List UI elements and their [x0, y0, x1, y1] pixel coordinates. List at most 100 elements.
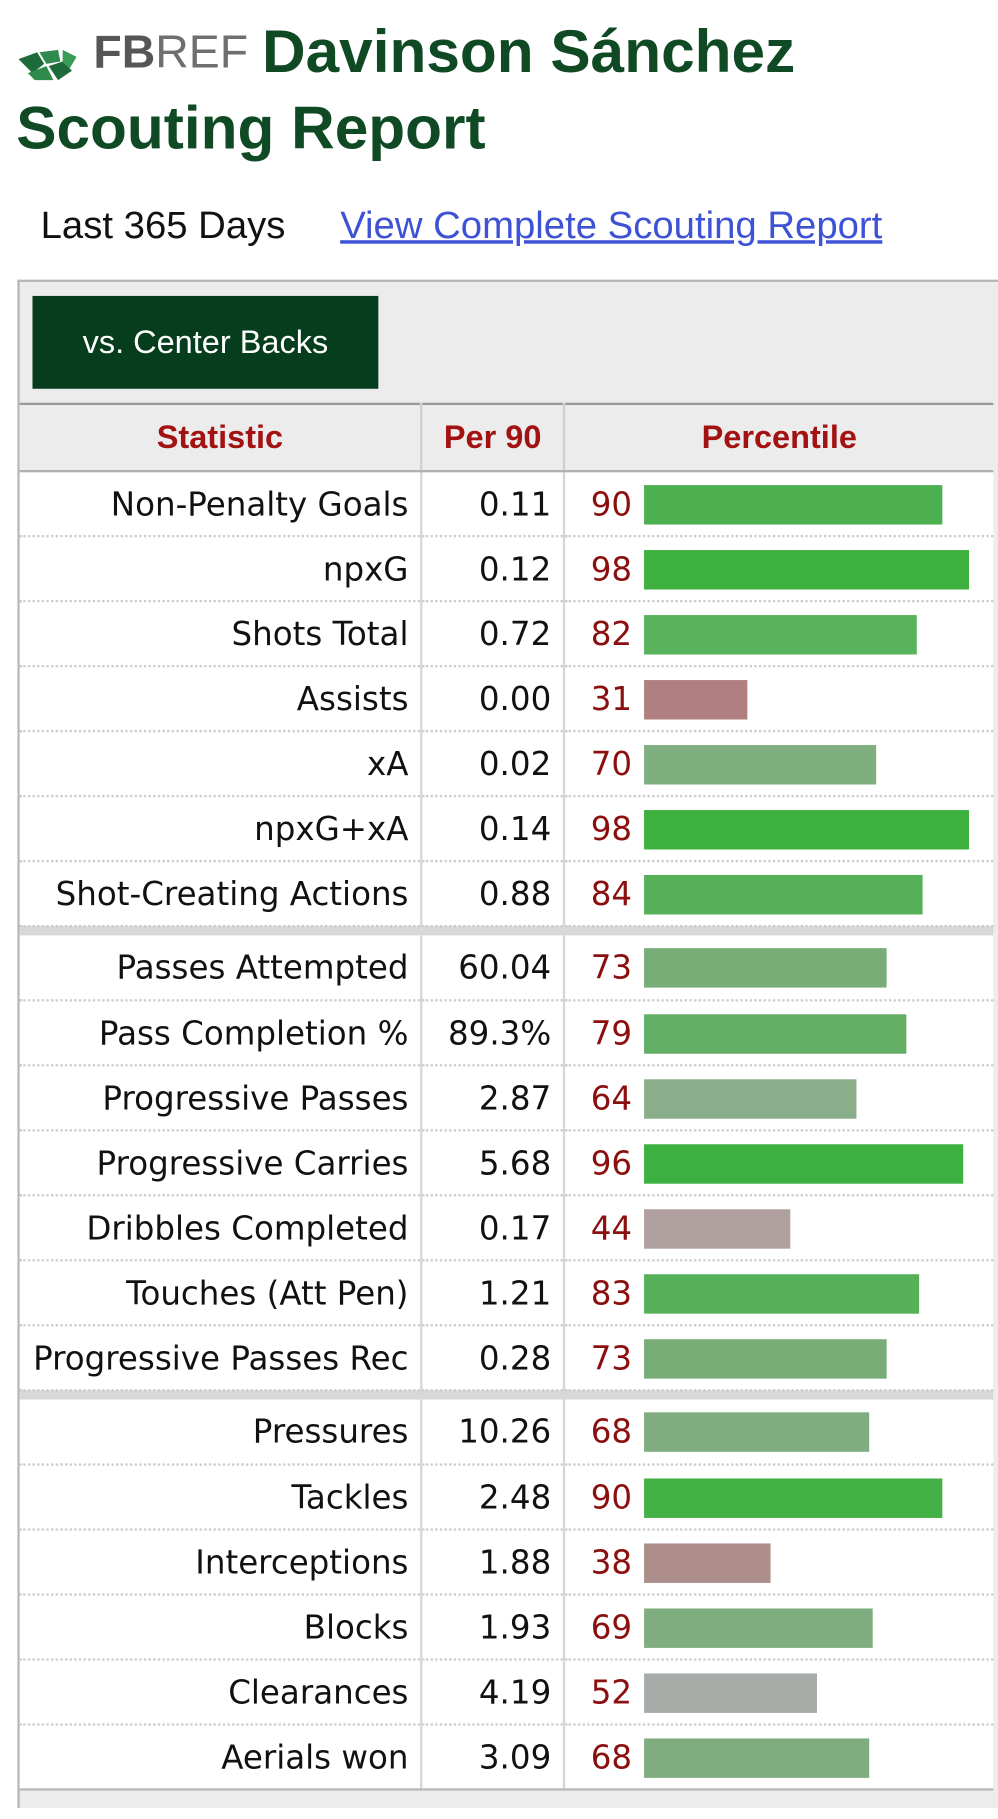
percentile-value: 31 [590, 680, 633, 719]
percentile-bar [644, 948, 887, 988]
report-subheader: Last 365 Days View Complete Scouting Rep… [41, 202, 883, 248]
table-row: Assists 0.00 31 [19, 666, 994, 733]
percentile-bar [644, 1608, 873, 1648]
table-row: Shots Total 0.72 82 [19, 601, 994, 668]
stat-name: Dribbles Completed [19, 1195, 423, 1262]
stat-name: npxG+xA [19, 796, 423, 863]
stat-name: Progressive Passes [19, 1065, 423, 1132]
percentile-value: 44 [590, 1209, 633, 1248]
percentile-value: 79 [590, 1014, 633, 1053]
percentile-value: 98 [590, 810, 633, 849]
per90-value: 0.28 [421, 1325, 566, 1392]
percentile-bar [644, 1478, 943, 1518]
stat-name: Non-Penalty Goals [19, 471, 423, 538]
table-row: Non-Penalty Goals 0.11 90 [19, 471, 994, 538]
per90-value: 0.72 [421, 601, 566, 668]
per90-value: 0.14 [421, 796, 566, 863]
percentile-cell: 79 [564, 1000, 994, 1067]
logo-text-light: REF [155, 26, 249, 78]
per90-value: 5.68 [421, 1130, 566, 1197]
percentile-value: 73 [590, 1339, 633, 1378]
stat-name: Pass Completion % [19, 1000, 423, 1067]
per90-value: 2.48 [421, 1464, 566, 1531]
percentile-cell: 68 [564, 1399, 994, 1466]
percentile-value: 83 [590, 1274, 633, 1313]
per90-value: 0.17 [421, 1195, 566, 1262]
percentile-bar [644, 615, 917, 655]
table-row: npxG 0.12 98 [19, 536, 994, 603]
percentile-bar [644, 1079, 857, 1119]
stat-name: Assists [19, 666, 423, 733]
per90-value: 0.00 [421, 666, 566, 733]
logo-wordmark: FBREF [93, 14, 248, 91]
percentile-cell: 90 [564, 1464, 994, 1531]
per90-value: 0.11 [421, 471, 566, 538]
percentile-bar [644, 680, 748, 720]
percentile-cell: 83 [564, 1260, 994, 1327]
percentile-bar [644, 1412, 870, 1452]
stat-name: Tackles [19, 1464, 423, 1531]
col-header-statistic[interactable]: Statistic [19, 403, 423, 473]
percentile-value: 96 [590, 1144, 633, 1183]
stat-name: Progressive Carries [19, 1130, 423, 1197]
percentile-bar [644, 485, 943, 525]
position-filter-button[interactable]: vs. Center Backs [32, 295, 379, 389]
logo-text-bold: FB [93, 26, 156, 78]
table-row: Passes Attempted 60.04 73 [19, 935, 994, 1002]
logo-mark-icon [18, 50, 77, 81]
percentile-value: 90 [590, 1478, 633, 1517]
per90-value: 4.19 [421, 1659, 566, 1726]
percentile-cell: 82 [564, 601, 994, 668]
percentile-value: 90 [590, 485, 633, 524]
percentile-cell: 68 [564, 1724, 994, 1791]
table-row: Progressive Passes Rec 0.28 73 [19, 1325, 994, 1392]
table-row: Progressive Carries 5.68 96 [19, 1130, 994, 1197]
percentile-cell: 70 [564, 731, 994, 798]
percentile-value: 52 [590, 1673, 633, 1712]
table-row: Shot-Creating Actions 0.88 84 [19, 861, 994, 928]
stat-name: Aerials won [19, 1724, 423, 1791]
percentile-bar [644, 1673, 817, 1713]
percentile-cell: 98 [564, 796, 994, 863]
percentile-bar [644, 1014, 907, 1054]
group-separator-cell [19, 926, 994, 936]
date-range-label: Last 365 Days [40, 203, 286, 247]
percentile-cell: 84 [564, 861, 994, 928]
title-block: FBREF Davinson Sánchez Scouting Report [16, 14, 991, 167]
scouting-table: Statistic Per 90 Percentile Non-Penalty … [19, 402, 994, 1791]
percentile-cell: 98 [564, 536, 994, 603]
stat-name: Progressive Passes Rec [19, 1325, 423, 1392]
stat-name: Pressures [19, 1399, 423, 1466]
table-row: npxG+xA 0.14 98 [19, 796, 994, 863]
percentile-cell: 73 [564, 935, 994, 1002]
stat-name: Clearances [19, 1659, 423, 1726]
stat-name: xA [19, 731, 423, 798]
stat-name: npxG [19, 536, 423, 603]
fbref-logo[interactable]: FBREF [16, 14, 248, 91]
stat-name: Touches (Att Pen) [19, 1260, 423, 1327]
per90-value: 60.04 [421, 935, 566, 1002]
percentile-cell: 69 [564, 1594, 994, 1661]
stat-name: Interceptions [19, 1529, 423, 1596]
per90-value: 89.3% [421, 1000, 566, 1067]
percentile-cell: 38 [564, 1529, 994, 1596]
col-header-percentile[interactable]: Percentile [564, 403, 994, 473]
group-separator [19, 1390, 994, 1400]
stat-name: Blocks [19, 1594, 423, 1661]
complete-report-link[interactable]: View Complete Scouting Report [340, 203, 883, 247]
percentile-cell: 52 [564, 1659, 994, 1726]
percentile-cell: 44 [564, 1195, 994, 1262]
title-line1: Davinson Sánchez [262, 18, 796, 86]
scouting-panel: vs. Center Backs Statistic Per 90 Percen… [17, 279, 998, 1809]
percentile-value: 73 [590, 948, 633, 987]
percentile-value: 84 [590, 875, 633, 914]
table-row: Blocks 1.93 69 [19, 1594, 994, 1661]
percentile-bar [644, 550, 970, 590]
table-body: Non-Penalty Goals 0.11 90 npxG 0.12 98 Shots T… [19, 471, 994, 1791]
table-row: Interceptions 1.88 38 [19, 1529, 994, 1596]
per90-value: 2.87 [421, 1065, 566, 1132]
table-row: Touches (Att Pen) 1.21 83 [19, 1260, 994, 1327]
col-header-per90[interactable]: Per 90 [421, 403, 566, 473]
table-header-row: Statistic Per 90 Percentile [19, 403, 994, 473]
percentile-value: 68 [590, 1738, 633, 1777]
